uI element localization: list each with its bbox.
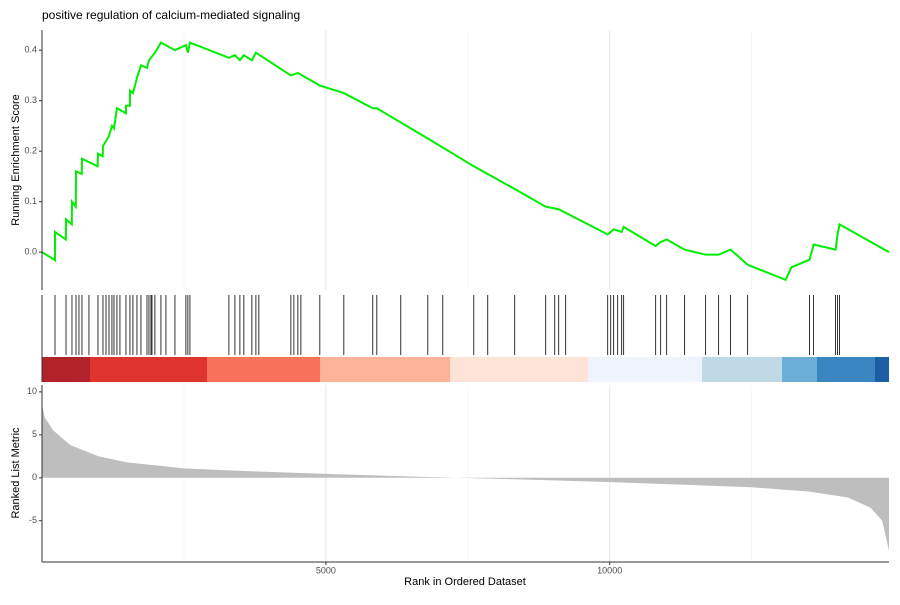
y-axis-label: Running Enrichment Score [10,94,22,225]
y-tick-label: 0.3 [24,95,37,105]
y-tick-label: 5 [32,429,37,439]
x-tick-label: 5000 [316,565,336,575]
y-tick-label: 0 [32,472,37,482]
chart-title: positive regulation of calcium-mediated … [42,8,300,22]
es-line [41,41,890,282]
color-band [875,357,889,382]
color-band [450,357,588,382]
color-band [320,357,450,382]
color-band [782,357,817,382]
y-tick-label: -5 [29,515,37,525]
color-band [207,357,320,382]
y-tick-label: 0.0 [24,247,37,257]
color-band [588,357,702,382]
y-tick-label: 0.2 [24,146,37,156]
y-axis-label: Ranked List Metric [10,427,22,519]
x-tick-label: 10000 [597,565,622,575]
y-tick-label: 0.1 [24,196,37,206]
y-tick-label: 0.4 [24,45,37,55]
color-band [90,357,207,382]
color-band [702,357,782,382]
metric-area [42,404,889,551]
color-band [817,357,875,382]
color-band [42,357,90,382]
x-axis-label: Rank in Ordered Dataset [404,576,526,588]
color-bar [42,357,889,382]
y-tick-label: 10 [27,386,37,396]
